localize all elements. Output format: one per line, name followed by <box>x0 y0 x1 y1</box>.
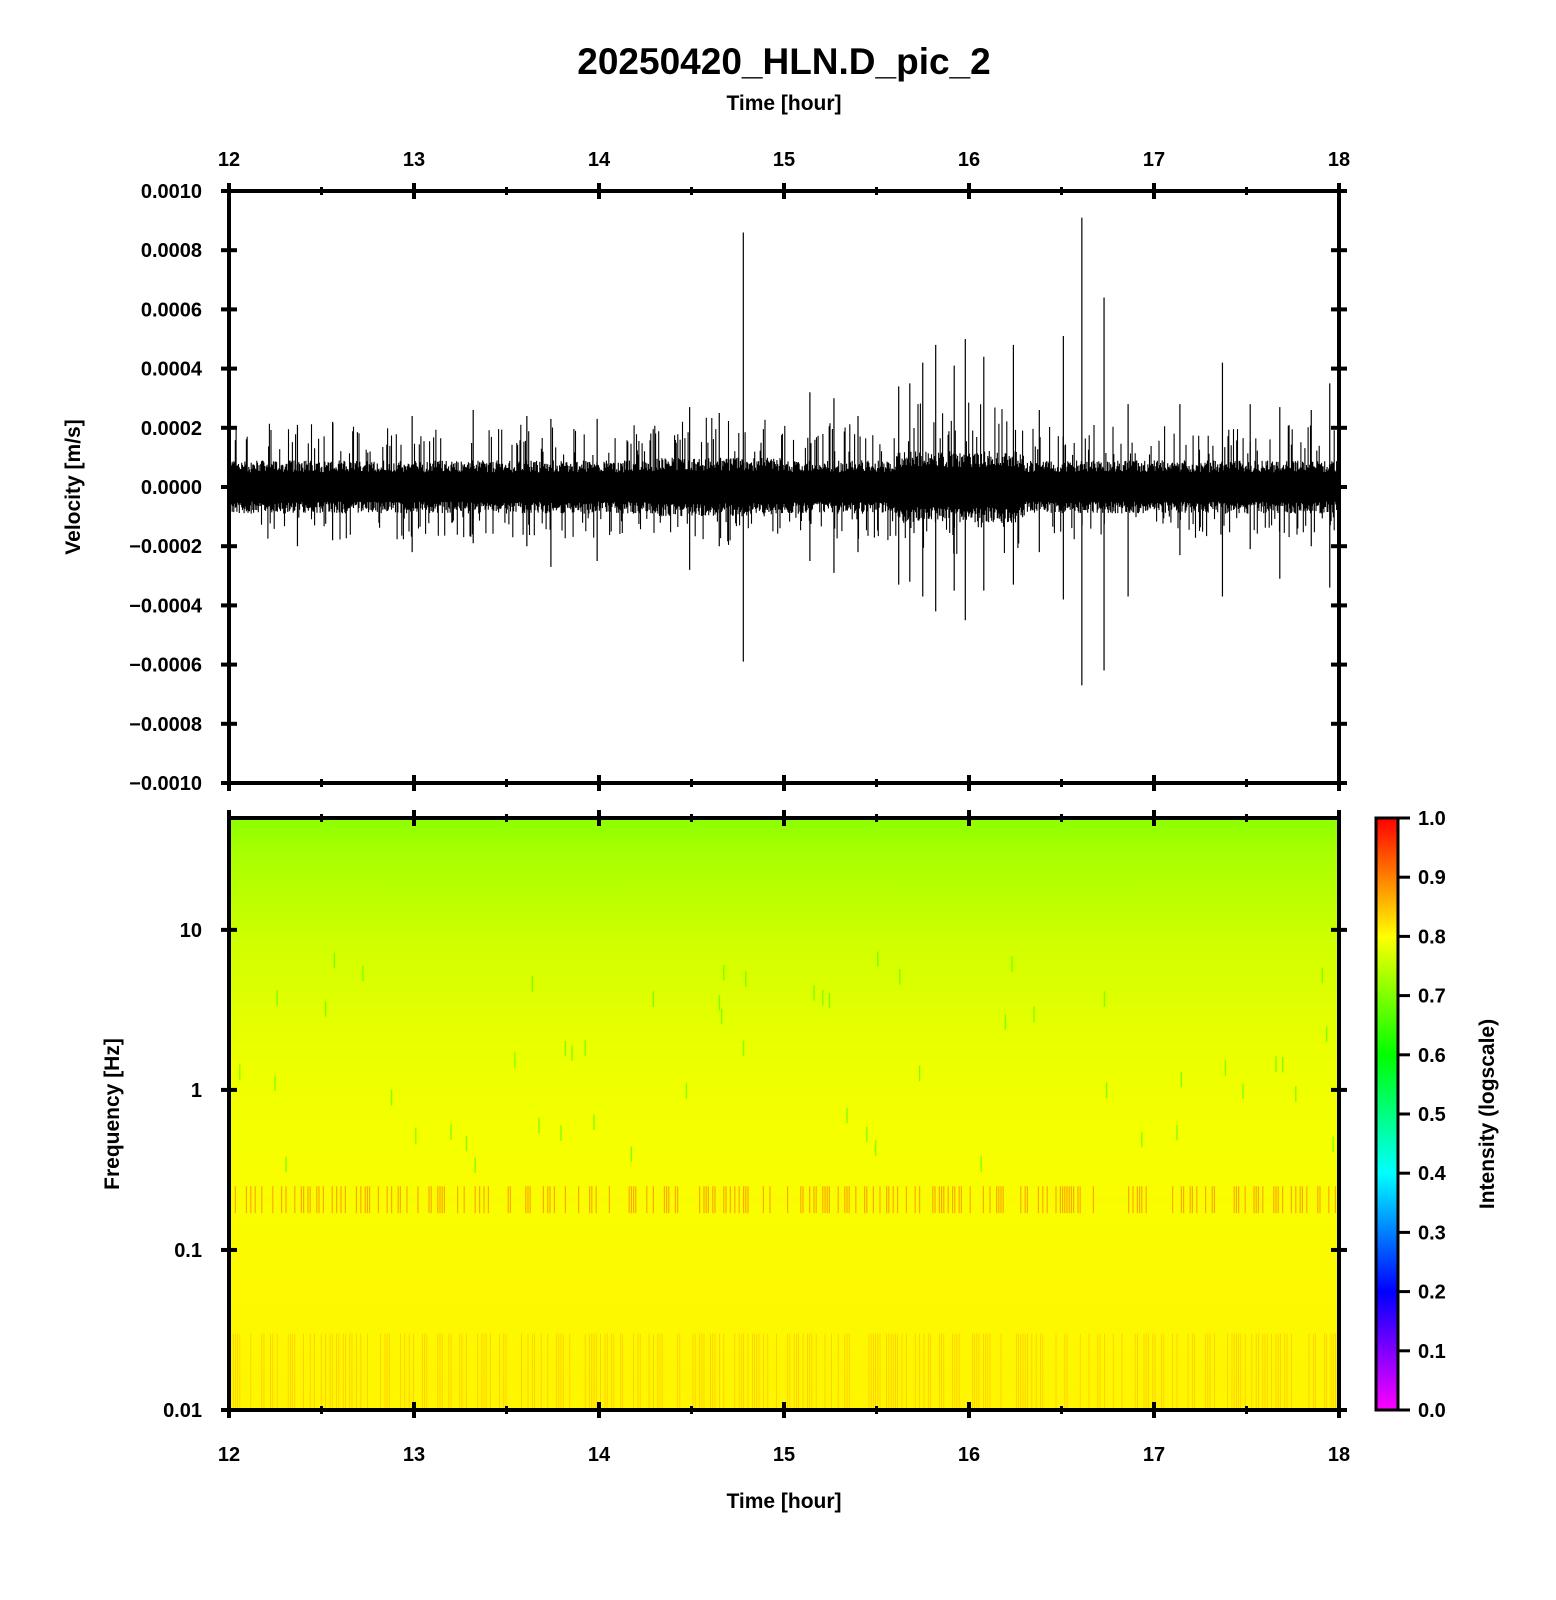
bottom-x-tick-label: 15 <box>773 1444 795 1466</box>
y-tick-label: 0.0000 <box>141 477 202 499</box>
y-tick-label: 0.0006 <box>141 299 202 321</box>
y-tick-label: −0.0010 <box>129 773 202 795</box>
bottom-x-tick-label: 16 <box>958 1444 980 1466</box>
top-x-axis-label: Time [hour] <box>726 92 841 115</box>
colorbar-tick-label: 1.0 <box>1418 808 1446 830</box>
top-x-tick-label: 18 <box>1328 149 1350 171</box>
chart-title: 20250420_HLN.D_pic_2 <box>577 41 990 82</box>
y-tick-label: 0.0010 <box>141 181 202 203</box>
y-tick-label: −0.0006 <box>129 655 202 677</box>
y-tick-label: 0.0008 <box>141 240 202 262</box>
bottom-x-axis-label: Time [hour] <box>726 1490 841 1513</box>
y-tick-label: 0.01 <box>163 1400 202 1422</box>
top-x-tick-label: 14 <box>588 149 611 171</box>
bottom-x-tick-label: 14 <box>588 1444 611 1466</box>
y-tick-label: 0.0002 <box>141 418 202 440</box>
colorbar-tick-label: 0.7 <box>1418 986 1446 1008</box>
waveform-y-axis-label: Velocity [m/s] <box>62 419 85 554</box>
y-tick-label: 10 <box>180 920 202 942</box>
colorbar-tick-label: 0.3 <box>1418 1222 1446 1244</box>
colorbar-tick-label: 0.1 <box>1418 1341 1446 1363</box>
top-x-tick-label: 17 <box>1143 149 1165 171</box>
colorbar-tick-label: 0.5 <box>1418 1104 1446 1126</box>
colorbar-tick-label: 0.2 <box>1418 1282 1446 1304</box>
top-x-tick-label: 16 <box>958 149 980 171</box>
colorbar-tick-label: 0.9 <box>1418 867 1446 889</box>
spectrogram-panel: 12 13 14 15 16 17 18 10 1 0.1 0.01 Frequency [Hz]… <box>101 808 1499 1513</box>
spectrogram-texture <box>232 951 1336 1408</box>
colorbar-tick-label: 0.6 <box>1418 1045 1446 1067</box>
y-tick-label: 1 <box>191 1080 202 1102</box>
colorbar-tick-label: 0.8 <box>1418 926 1446 948</box>
microseism-band <box>234 1186 1336 1214</box>
noise-band <box>228 402 1339 554</box>
colorbar-tick-label: 0.0 <box>1418 1400 1446 1422</box>
bottom-x-tick-label: 18 <box>1328 1444 1350 1466</box>
y-tick-label: −0.0008 <box>129 714 202 736</box>
velocity-trace <box>228 217 1339 686</box>
colorbar-tick-label: 0.4 <box>1418 1163 1447 1185</box>
colorbar-label: Intensity (logscale) <box>1476 1019 1499 1209</box>
bottom-x-tick-label: 17 <box>1143 1444 1165 1466</box>
spectrogram-image <box>229 818 1339 1410</box>
y-tick-label: −0.0002 <box>129 536 202 558</box>
spectrogram-y-axis-label: Frequency [Hz] <box>101 1038 124 1190</box>
y-tick-label: −0.0004 <box>129 595 203 617</box>
colorbar-gradient <box>1374 816 1400 1412</box>
bottom-x-tick-label: 13 <box>403 1444 425 1466</box>
top-x-tick-label: 15 <box>773 149 795 171</box>
y-tick-label: 0.0004 <box>141 359 203 381</box>
colorbar: 1.0 0.9 0.8 0.7 0.6 0.5 0.4 0.3 0.2 0.1 0.0 Intens… <box>1374 808 1499 1422</box>
y-tick-label: 0.1 <box>174 1240 202 1262</box>
bottom-x-tick-label: 12 <box>218 1444 240 1466</box>
top-x-tick-label: 12 <box>218 149 240 171</box>
top-x-tick-label: 13 <box>403 149 425 171</box>
waveform-frame <box>227 189 1341 785</box>
waveform-panel: 12 13 14 15 16 17 18 0.0010 0.0008 0.0006 0.0004 0… <box>62 149 1350 795</box>
low-frequency-striation <box>232 1333 1336 1408</box>
green-streaks <box>239 951 1334 1173</box>
